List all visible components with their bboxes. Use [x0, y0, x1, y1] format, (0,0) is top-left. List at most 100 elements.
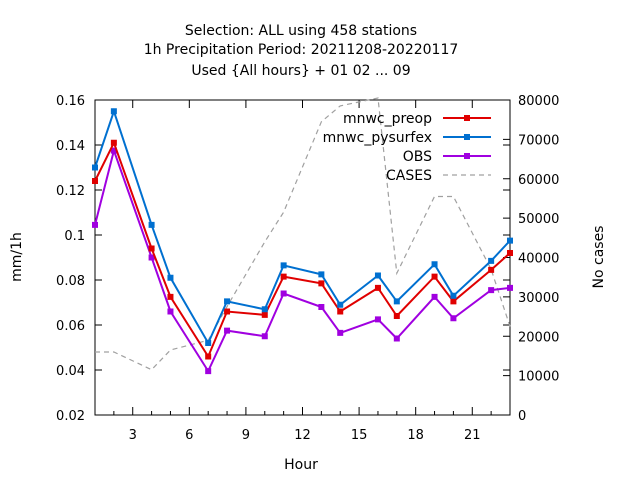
data-point-OBS — [507, 284, 513, 291]
x-tick-label: 6 — [185, 428, 193, 443]
data-point-mnwc_preop — [167, 293, 174, 300]
legend-label: mnwc_pysurfex — [323, 130, 432, 146]
y2-tick-label: 60000 — [518, 173, 559, 188]
data-point-mnwc_preop — [205, 353, 212, 360]
data-point-mnwc_pysurfex — [148, 221, 155, 228]
y-axis-ticks: 0.02 0.04 0.06 0.08 0.1 0.12 0.14 0.16 — [56, 94, 510, 424]
plot-frame — [94, 99, 511, 416]
legend-marker — [464, 134, 470, 140]
data-point-mnwc_pysurfex — [374, 272, 381, 279]
data-point-mnwc_pysurfex — [261, 306, 268, 313]
y-tick-label: 0.14 — [56, 139, 85, 154]
data-point-OBS — [224, 327, 231, 334]
series-line-mnwc_pysurfex — [94, 108, 511, 346]
data-point-mnwc_preop — [393, 313, 400, 319]
legend-marker — [464, 115, 470, 121]
legend-label: OBS — [403, 149, 432, 165]
data-point-mnwc_pysurfex — [167, 274, 174, 281]
series-layer — [92, 97, 513, 375]
y2-tick-label: 80000 — [518, 94, 559, 109]
legend: mnwc_preop mnwc_pysurfex OBS CASES — [323, 111, 491, 184]
legend-label: CASES — [386, 168, 432, 184]
data-point-OBS — [280, 290, 287, 297]
data-point-OBS — [167, 308, 174, 315]
data-point-mnwc_pysurfex — [507, 237, 513, 244]
y-tick-label: 0.06 — [56, 319, 85, 334]
data-point-mnwc_pysurfex — [393, 298, 400, 305]
legend-marker — [464, 153, 470, 159]
data-point-mnwc_preop — [92, 178, 98, 184]
data-point-mnwc_preop — [148, 245, 155, 252]
y2-tick-label: 30000 — [518, 291, 559, 306]
data-point-OBS — [261, 333, 268, 340]
data-point-mnwc_preop — [280, 273, 287, 280]
series-mnwc_preop — [92, 139, 513, 360]
data-point-OBS — [337, 329, 344, 336]
x-tick-label: 15 — [351, 428, 368, 443]
data-point-mnwc_pysurfex — [450, 292, 457, 299]
y-tick-label: 0.04 — [56, 364, 85, 379]
series-line-mnwc_preop — [94, 140, 511, 359]
series-CASES — [95, 97, 511, 371]
data-point-mnwc_pysurfex — [337, 301, 344, 308]
y2-tick-label: 0 — [518, 409, 526, 424]
data-point-mnwc_pysurfex — [431, 261, 438, 268]
data-point-OBS — [318, 304, 325, 310]
y2-axis-ticks: 0 10000 20000 30000 40000 50000 60000 70000 8000… — [503, 94, 559, 424]
data-point-mnwc_preop — [318, 280, 325, 287]
x-axis-label: Hour — [284, 457, 318, 473]
y2-tick-label: 10000 — [518, 370, 559, 385]
title-line-2: 1h Precipitation Period: 20211208-202201… — [144, 42, 459, 58]
data-point-mnwc_pysurfex — [110, 108, 117, 115]
data-point-mnwc_preop — [110, 139, 117, 146]
chart-title: Selection: ALL using 458 stations 1h Pre… — [144, 23, 459, 79]
series-mnwc_pysurfex — [92, 108, 513, 346]
y-tick-label: 0.1 — [64, 229, 85, 244]
y-tick-label: 0.02 — [56, 409, 85, 424]
x-tick-label: 21 — [464, 428, 481, 443]
x-tick-label: 18 — [407, 428, 424, 443]
data-point-OBS — [393, 335, 400, 342]
data-point-mnwc_preop — [337, 308, 344, 315]
data-point-mnwc_preop — [507, 250, 513, 256]
data-point-mnwc_pysurfex — [318, 271, 325, 278]
series-line-OBS — [94, 147, 511, 374]
data-point-mnwc_pysurfex — [205, 340, 212, 346]
data-point-mnwc_pysurfex — [224, 298, 231, 305]
data-point-mnwc_preop — [224, 308, 231, 315]
x-tick-label: 3 — [129, 428, 137, 443]
data-point-OBS — [148, 254, 155, 261]
y-tick-label: 0.08 — [56, 274, 85, 289]
data-point-mnwc_pysurfex — [280, 262, 287, 269]
series-OBS — [92, 147, 513, 375]
y2-axis-label: No cases — [591, 226, 607, 289]
data-point-mnwc_preop — [261, 311, 268, 318]
x-axis-ticks: 3 6 9 12 15 18 21 — [94, 100, 511, 443]
data-point-mnwc_pysurfex — [488, 257, 495, 264]
data-point-OBS — [92, 221, 98, 228]
y-axis-label: mm/1h — [9, 232, 25, 282]
x-tick-label: 9 — [242, 428, 250, 443]
y2-tick-label: 40000 — [518, 252, 559, 267]
y-tick-label: 0.16 — [56, 94, 85, 109]
series-line-CASES — [95, 97, 511, 371]
data-point-mnwc_preop — [488, 266, 495, 273]
data-point-OBS — [205, 368, 212, 375]
y2-tick-label: 20000 — [518, 330, 559, 345]
data-point-mnwc_preop — [431, 273, 438, 280]
data-point-mnwc_preop — [374, 284, 381, 291]
data-point-mnwc_pysurfex — [92, 164, 98, 171]
data-point-OBS — [488, 287, 495, 294]
title-line-3: Used {All hours} + 01 02 ... 09 — [191, 63, 410, 79]
y-tick-label: 0.12 — [56, 184, 85, 199]
data-point-OBS — [431, 293, 438, 300]
title-line-1: Selection: ALL using 458 stations — [185, 23, 417, 39]
x-tick-label: 12 — [294, 428, 311, 443]
data-point-OBS — [450, 315, 457, 322]
y2-tick-label: 50000 — [518, 212, 559, 227]
y2-tick-label: 70000 — [518, 133, 559, 148]
data-point-mnwc_preop — [450, 298, 457, 305]
data-point-OBS — [110, 147, 117, 154]
data-point-OBS — [374, 316, 381, 323]
